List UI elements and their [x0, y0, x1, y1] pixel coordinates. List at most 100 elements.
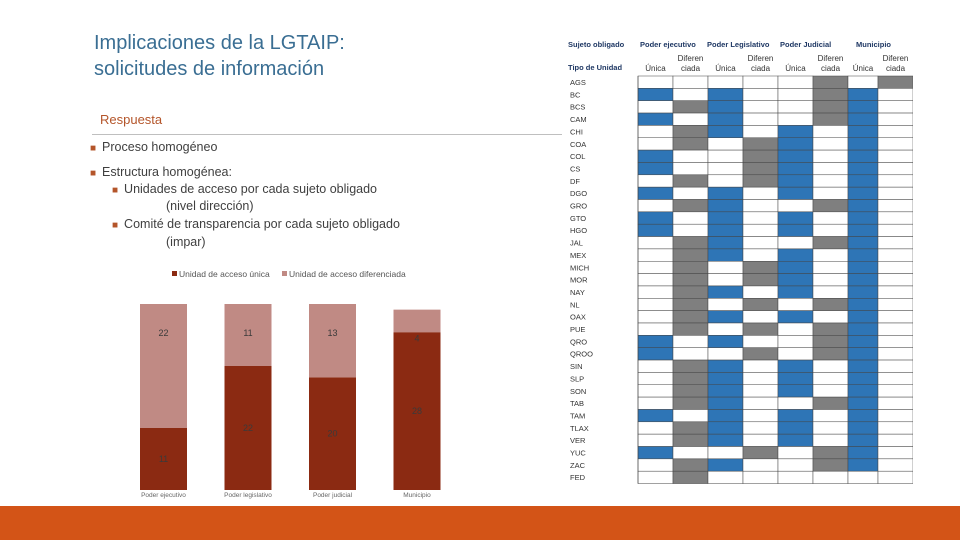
table-cell [637, 112, 674, 126]
table-cell [742, 236, 779, 250]
table-cell [742, 384, 779, 398]
bullet-1: ■ Proceso homogéneo [90, 139, 217, 157]
table-cell [847, 347, 879, 361]
table-cell [777, 125, 814, 139]
table-cell [812, 322, 849, 336]
table-cell [742, 149, 779, 163]
table-cell [812, 458, 849, 472]
table-cell [777, 186, 814, 200]
table-cell [742, 125, 779, 139]
table-cell [742, 421, 779, 435]
table-cell [707, 186, 744, 200]
table-cell [672, 223, 709, 237]
table-cell [812, 470, 849, 484]
subheader-4: Única [785, 64, 806, 73]
row-label: HGO [570, 226, 587, 235]
bar-0-1 [224, 366, 272, 490]
category-label-0: Poder ejecutivo [141, 492, 186, 499]
subheader-7-a: Diferen [883, 54, 909, 63]
table-cell [812, 347, 849, 361]
table-cell [877, 162, 913, 176]
table-cell [742, 409, 779, 423]
table-cell [777, 149, 814, 163]
table-cell [707, 421, 744, 435]
table-cell [742, 174, 779, 188]
row-label: SIN [570, 362, 583, 371]
table-cell [637, 137, 674, 151]
table-cell [672, 359, 709, 373]
table-cell [847, 458, 879, 472]
row-label: GTO [570, 214, 586, 223]
subheader-1-b: ciada [681, 64, 701, 73]
table-cell [742, 186, 779, 200]
table-cell [812, 384, 849, 398]
table-cell [707, 285, 744, 299]
stacked-bar-chart: Unidad de acceso única Unidad de acceso d… [140, 269, 441, 499]
data-label-1-1: 11 [243, 328, 252, 338]
table-cell [637, 261, 674, 274]
subheading: Respuesta [100, 112, 163, 127]
table-cell [847, 372, 879, 385]
table-cell [777, 273, 814, 287]
bar-1-1 [224, 304, 272, 366]
unit-type-table: Sujeto obligado Poder ejecutivo Poder Legi… [568, 40, 913, 484]
row-label: BC [570, 90, 581, 99]
row-label: QROO [570, 350, 593, 359]
category-label-1: Poder legislativo [224, 492, 272, 499]
table-cell [812, 359, 849, 373]
table-cell [812, 162, 849, 176]
table-cell [707, 359, 744, 373]
header-unit-type: Tipo de Unidad [568, 63, 622, 72]
row-label: CHI [570, 127, 583, 136]
table-cell [847, 285, 879, 299]
row-label: NAY [570, 288, 585, 297]
table-cell [707, 458, 744, 472]
table-cell [707, 273, 744, 287]
table-cell [877, 186, 913, 200]
table-cell [707, 322, 744, 336]
bullet-square-icon: ■ [90, 143, 97, 154]
table-cell [707, 199, 744, 213]
subheader-6: Única [853, 64, 874, 73]
table-cell [777, 421, 814, 435]
row-label: OAX [570, 313, 586, 322]
table-cell [847, 223, 879, 237]
table-cell [877, 199, 913, 213]
table-cell [847, 149, 879, 163]
legend-swatch-1 [282, 271, 287, 276]
table-cell [777, 372, 814, 385]
header-1: Poder ejecutivo [640, 40, 696, 49]
row-label: MEX [570, 251, 586, 260]
table-cell [812, 421, 849, 435]
table-cell [637, 285, 674, 299]
table-cell [847, 310, 879, 324]
bullet-square-icon: ■ [112, 220, 119, 231]
table-cell [812, 211, 849, 225]
table-cell [707, 149, 744, 163]
table-cell [707, 88, 744, 101]
data-label-0-2: 20 [327, 429, 337, 439]
row-label: CAM [570, 115, 587, 124]
table-cell [877, 248, 913, 262]
table-cell [847, 470, 879, 484]
table-cell [847, 359, 879, 373]
table-cell [672, 470, 709, 484]
table-cell [637, 446, 674, 460]
table-cell [707, 310, 744, 324]
subheader-1-a: Diferen [678, 54, 704, 63]
data-label-0-1: 22 [243, 423, 253, 433]
table-cell [707, 223, 744, 237]
bar-1-2 [309, 304, 356, 378]
table-cell [812, 88, 849, 101]
table-cell [812, 137, 849, 151]
table-cell [877, 285, 913, 299]
table-cell [847, 236, 879, 250]
table-cell [637, 347, 674, 361]
table-cell [742, 223, 779, 237]
table-cell [742, 396, 779, 410]
table-cell [637, 335, 674, 348]
table-cell [742, 298, 779, 311]
bar-0-3 [393, 332, 441, 490]
table-cell [742, 347, 779, 361]
table-cell [742, 458, 779, 472]
